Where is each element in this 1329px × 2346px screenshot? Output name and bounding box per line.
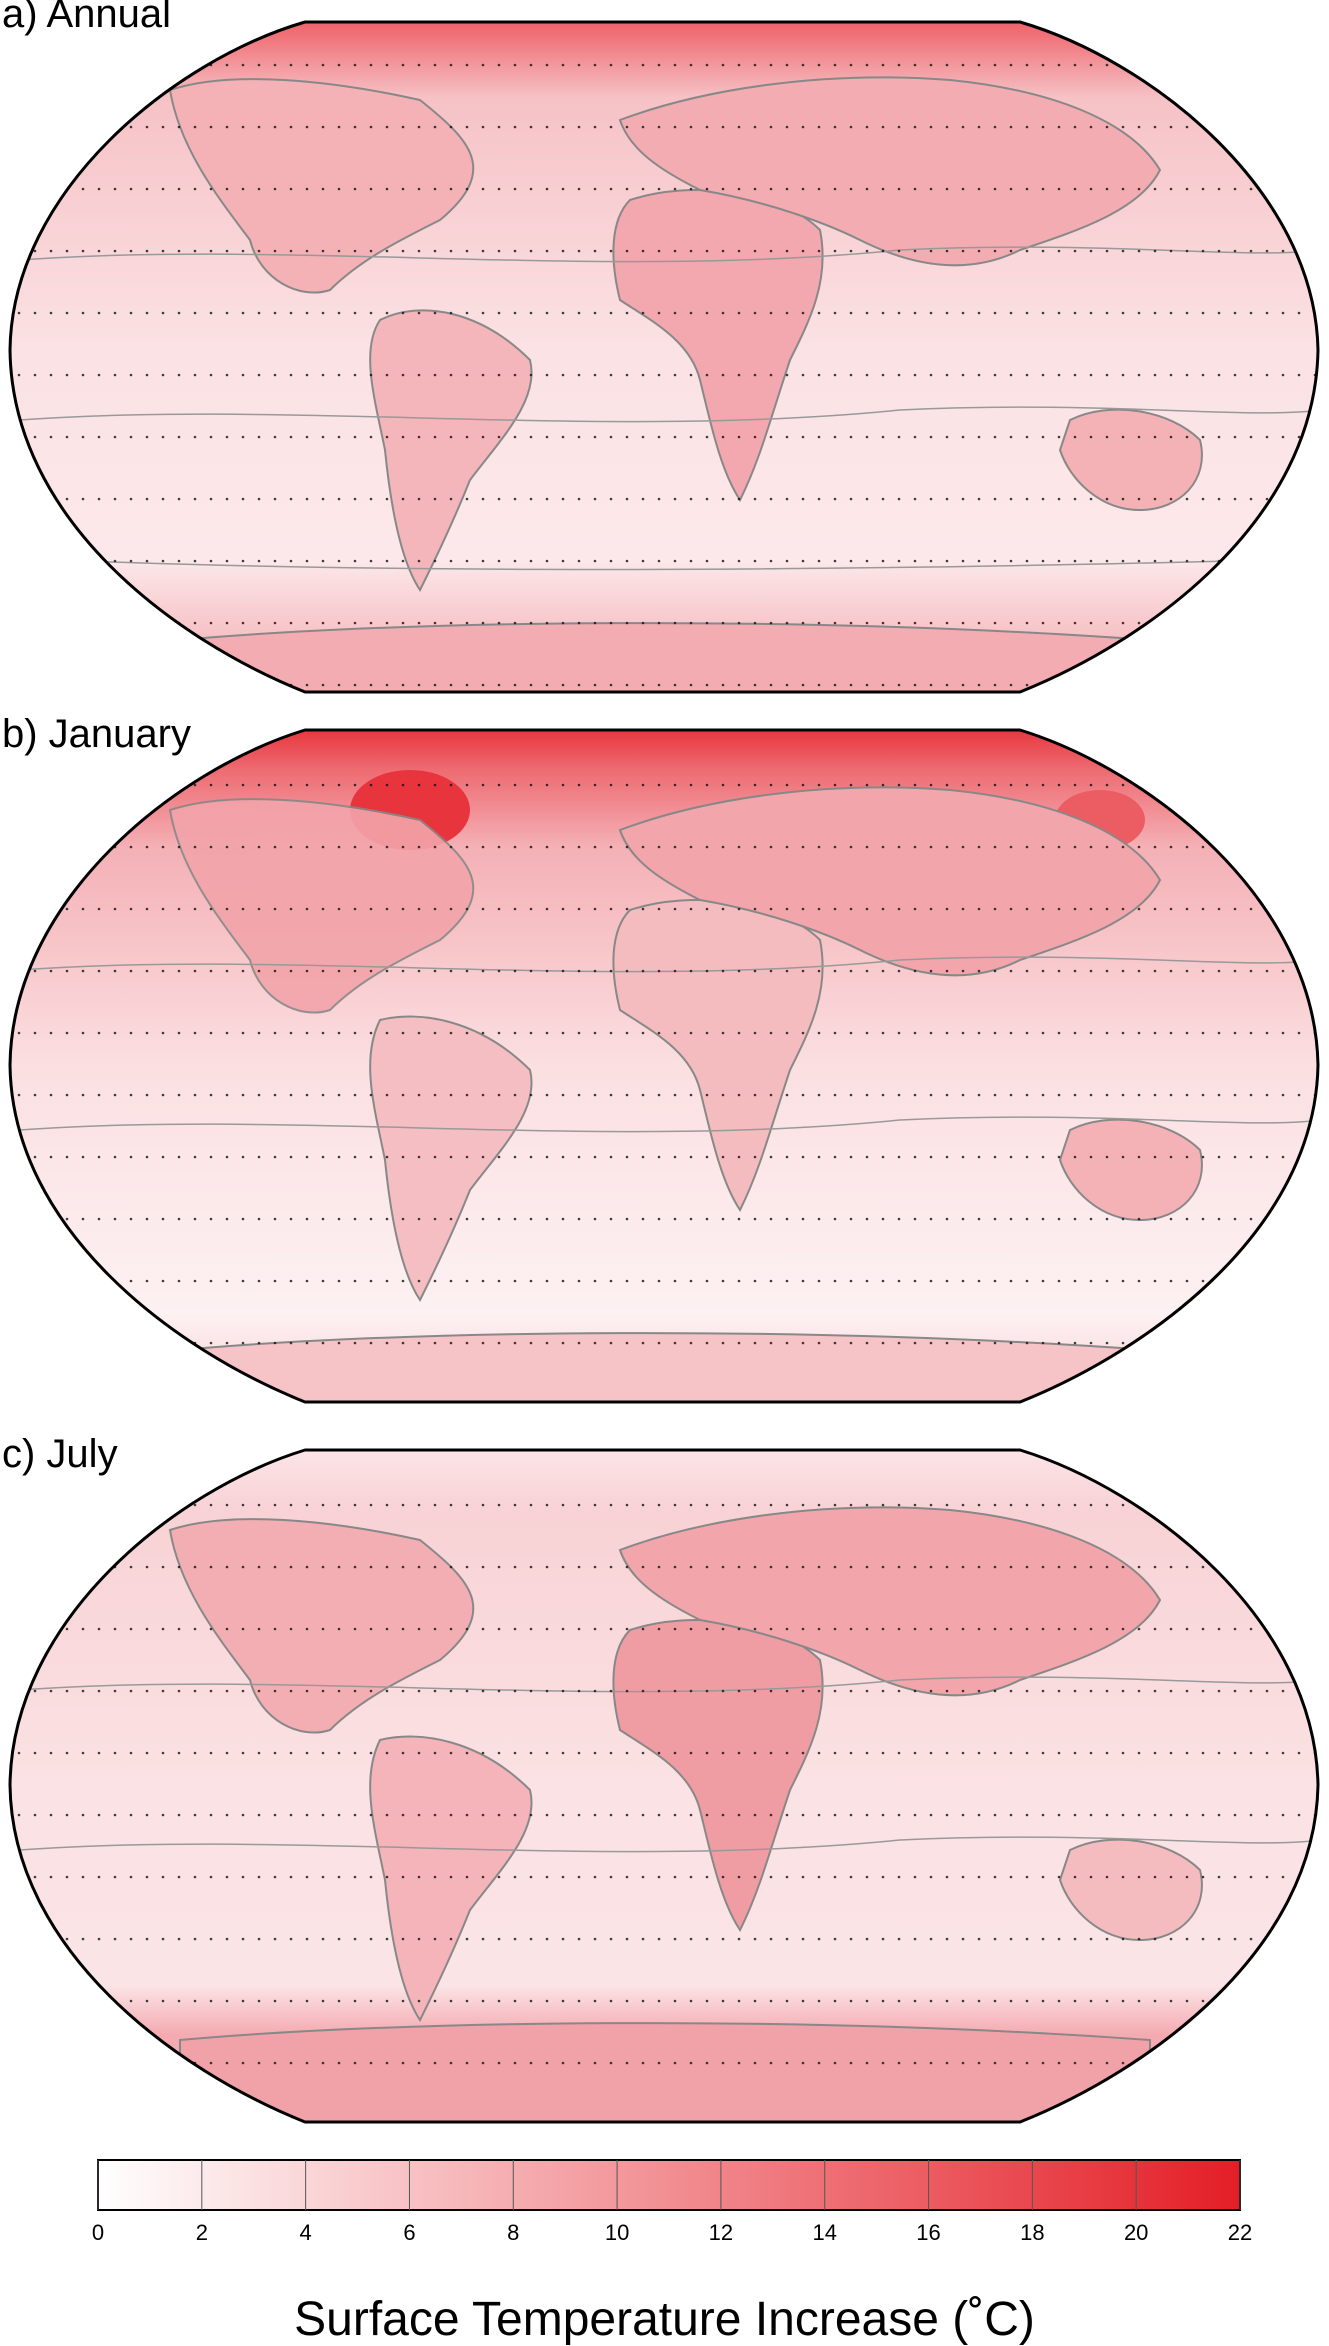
colorbar-tick-label: 18 <box>1020 2220 1044 2245</box>
map-july <box>8 1448 1320 2124</box>
panel-title-annual: a) Annual <box>2 0 172 36</box>
colorbar-tick-label: 4 <box>300 2220 312 2245</box>
colorbar-ramp <box>97 2159 1241 2211</box>
map-border <box>8 728 1320 1404</box>
map-annual <box>8 20 1320 694</box>
colorbar-tick-label: 2 <box>196 2220 208 2245</box>
panel-july: c) July <box>0 1434 1329 2140</box>
colorbar-graphic: 0 2 4 6 8 10 12 14 16 18 20 22 <box>92 2159 1252 2245</box>
colorbar-tick-label: 12 <box>709 2220 733 2245</box>
panel-title-january: b) January <box>2 712 191 756</box>
panel-january: b) January <box>0 714 1329 1420</box>
map-border <box>8 20 1320 694</box>
stipple <box>10 50 1318 692</box>
colorbar: 0 2 4 6 8 10 12 14 16 18 20 22 <box>0 2150 1329 2325</box>
colorbar-tick-label: 22 <box>1228 2220 1252 2245</box>
stipple <box>10 760 1318 1402</box>
stipple <box>10 1480 1318 2122</box>
colorbar-tick-label: 16 <box>916 2220 940 2245</box>
colorbar-tick-label: 6 <box>403 2220 415 2245</box>
panel-annual: a) Annual <box>0 0 1329 700</box>
colorbar-tick-label: 8 <box>507 2220 519 2245</box>
colorbar-tick-label: 14 <box>812 2220 836 2245</box>
panel-title-july: c) July <box>2 1432 118 1476</box>
colorbar-title: Surface Temperature Increase (˚C) <box>294 2293 1035 2346</box>
map-border <box>8 1448 1320 2124</box>
colorbar-tick-label: 0 <box>92 2220 104 2245</box>
map-january <box>8 728 1320 1404</box>
colorbar-tick-label: 10 <box>605 2220 629 2245</box>
colorbar-tick-label: 20 <box>1124 2220 1148 2245</box>
